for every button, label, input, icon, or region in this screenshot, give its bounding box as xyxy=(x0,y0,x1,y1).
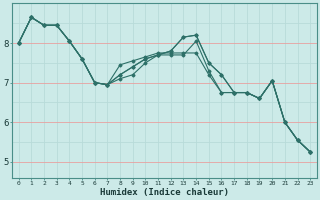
X-axis label: Humidex (Indice chaleur): Humidex (Indice chaleur) xyxy=(100,188,229,197)
